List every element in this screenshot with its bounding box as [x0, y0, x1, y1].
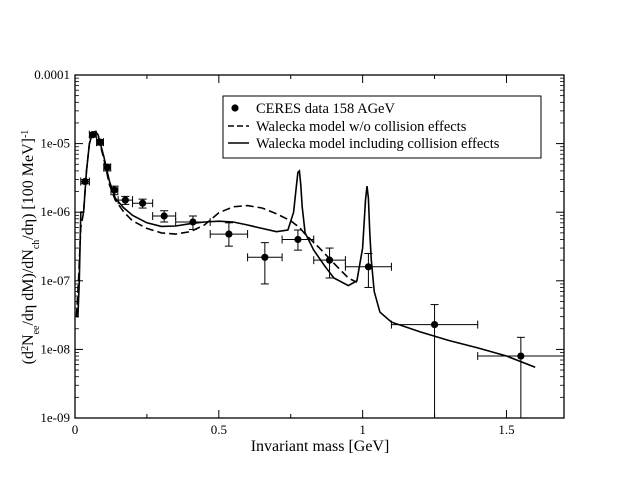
x-tick-label: 0: [72, 422, 79, 437]
data-point: [225, 230, 233, 238]
data-point: [89, 131, 97, 139]
data-point: [294, 235, 302, 244]
series-line-walecka-coll: [76, 130, 536, 368]
data-point-group: [209, 222, 249, 247]
legend-marker-ceres: [231, 104, 239, 112]
data-point-group: [281, 229, 315, 251]
y-tick-label: 1e-08: [40, 341, 70, 356]
y-tick-label: 0.0001: [34, 67, 70, 82]
data-point-group: [313, 247, 346, 279]
data-point: [121, 196, 129, 204]
data-point: [517, 352, 525, 360]
data-point-group: [132, 198, 154, 209]
data-point-group: [110, 185, 119, 196]
data-point-group: [88, 130, 97, 139]
plot-frame: [74, 74, 565, 419]
data-point-group: [103, 163, 112, 172]
data-point: [96, 138, 104, 146]
data-point: [81, 177, 89, 186]
x-tick-label: 1: [359, 422, 366, 437]
y-axis-title: (d2Nee/dη dM)/dNch/dη) [100 MeV]-1: [20, 130, 42, 365]
x-tick-label: 1.5: [498, 422, 514, 437]
data-point: [325, 256, 334, 264]
data-point: [110, 186, 119, 194]
axis-ticks: 0 0.5 1 1.5 1e-09 1e-08 1e-07 1e-06 1e-05 0.0001: [34, 67, 564, 437]
data-point-group: [247, 242, 283, 285]
data-point: [138, 199, 147, 207]
data-point: [261, 253, 269, 261]
data-point: [103, 163, 111, 171]
legend-box: [222, 95, 542, 159]
legend-label-ceres: CERES data 158 AGeV: [256, 101, 395, 117]
data-point-group: [477, 336, 565, 418]
data-point-group: [175, 215, 211, 230]
data-point-group: [96, 138, 105, 147]
series-line-walecka-nocoll: [75, 131, 358, 317]
data-point-group: [152, 210, 177, 223]
data-point: [430, 320, 439, 329]
y-tick-label: 1e-09: [40, 410, 70, 425]
data-point: [160, 212, 168, 220]
legend: CERES data 158 AGeV Walecka model w/o co…: [222, 95, 542, 159]
series-layer: [75, 130, 565, 418]
x-axis-title: Invariant mass [GeV]: [251, 438, 390, 455]
legend-label-walecka-nocoll: Walecka model w/o collision effects: [256, 119, 467, 135]
x-tick-label: 0.5: [211, 422, 227, 437]
legend-label-walecka-coll: Walecka model including collision effect…: [256, 136, 500, 152]
data-point-group: [344, 253, 392, 288]
data-point: [364, 263, 372, 271]
data-point-group: [80, 177, 90, 186]
data-point-group: [390, 304, 479, 418]
y-tick-label: 1e-05: [40, 136, 70, 151]
y-tick-label: 1e-07: [40, 273, 70, 288]
y-tick-label: 1e-06: [40, 204, 70, 219]
data-point: [189, 218, 197, 226]
